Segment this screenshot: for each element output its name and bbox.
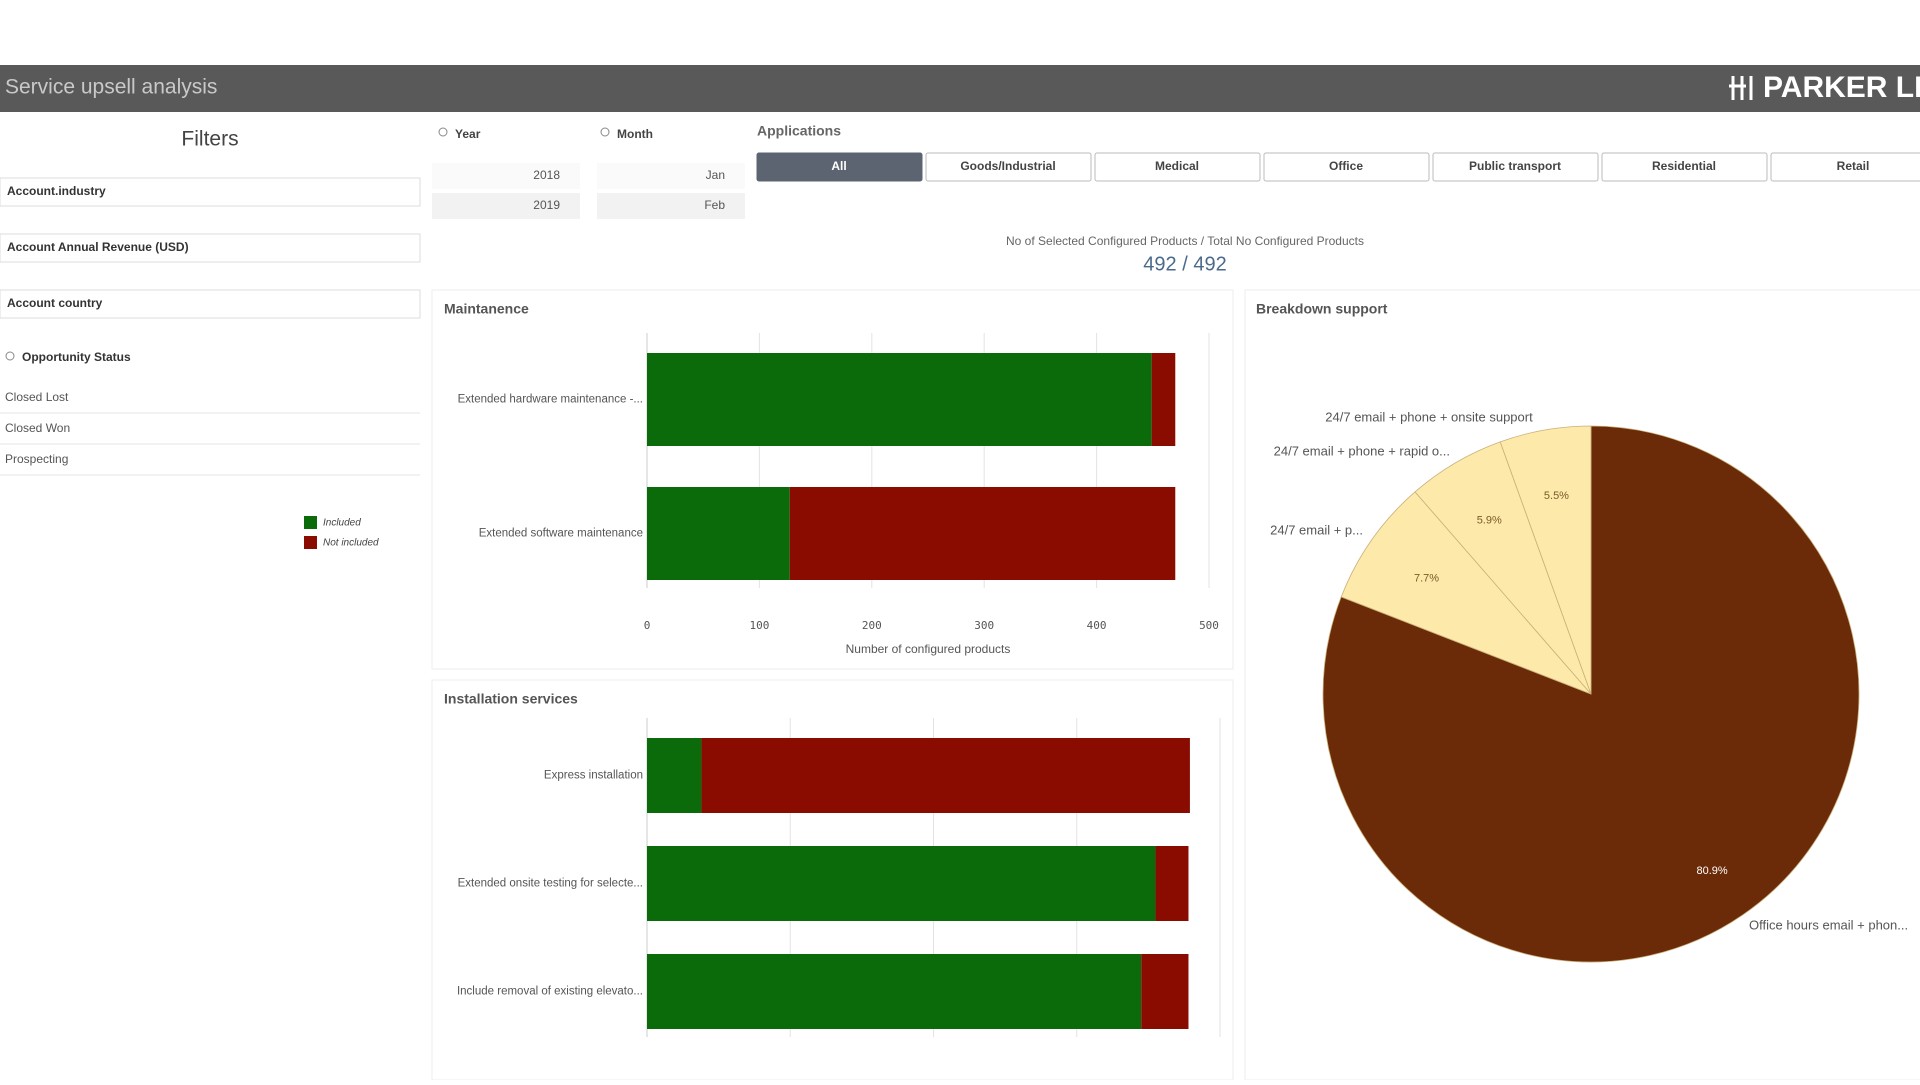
filter-field[interactable]: Account country bbox=[0, 289, 421, 319]
category-label: Extended software maintenance bbox=[479, 528, 643, 540]
application-button[interactable]: Public transport bbox=[1432, 152, 1599, 182]
month-item-box[interactable] bbox=[597, 193, 745, 219]
bar-segment bbox=[647, 353, 1152, 446]
slice-value-label: 5.5% bbox=[1544, 490, 1569, 502]
year-item: 2019 bbox=[533, 198, 560, 212]
search-icon bbox=[5, 351, 15, 361]
application-button[interactable]: Office bbox=[1263, 152, 1430, 182]
button-box bbox=[1094, 152, 1261, 182]
kpi-label: No of Selected Configured Products / Tot… bbox=[1006, 234, 1364, 248]
filter-box bbox=[0, 177, 421, 207]
button-box bbox=[1263, 152, 1430, 182]
button-box bbox=[925, 152, 1092, 182]
status-title: Opportunity Status bbox=[22, 350, 131, 364]
button-box bbox=[1770, 152, 1920, 182]
logo: PARKER LIFT bbox=[1763, 71, 1920, 104]
application-button[interactable]: Goods/Industrial bbox=[925, 152, 1092, 182]
chart-title: Installation services bbox=[444, 691, 578, 707]
button-box bbox=[756, 152, 923, 182]
filter-label: Account Annual Revenue (USD) bbox=[7, 240, 189, 254]
button-label: Retail bbox=[1837, 159, 1870, 173]
slice-value-label: 7.7% bbox=[1414, 572, 1439, 584]
applications-title: Applications bbox=[757, 123, 841, 139]
header-bar bbox=[0, 65, 1920, 112]
slice-value-label: 5.9% bbox=[1477, 515, 1502, 527]
button-label: All bbox=[831, 159, 846, 173]
filter-label: Account.industry bbox=[7, 184, 106, 198]
month-item-box[interactable] bbox=[597, 163, 745, 189]
x-tick-label: 300 bbox=[974, 619, 994, 632]
filter-label: Account country bbox=[7, 296, 103, 310]
pie-slice bbox=[1340, 491, 1592, 695]
year-title: Year bbox=[455, 127, 481, 141]
year-filter[interactable]: Year bbox=[438, 127, 481, 141]
panel bbox=[431, 289, 1234, 670]
button-box bbox=[1601, 152, 1768, 182]
bar-segment bbox=[1141, 954, 1189, 1029]
application-button[interactable]: All bbox=[756, 152, 923, 182]
button-label: Office bbox=[1329, 159, 1363, 173]
month-item: Feb bbox=[704, 198, 725, 212]
legend-swatch bbox=[304, 536, 317, 549]
filter-field[interactable]: Account Annual Revenue (USD) bbox=[0, 233, 421, 263]
bar-segment bbox=[1151, 353, 1176, 446]
year-item: 2018 bbox=[533, 168, 560, 182]
x-tick-label: 100 bbox=[749, 619, 769, 632]
bar-segment bbox=[647, 738, 702, 813]
year-item-box[interactable] bbox=[432, 163, 580, 189]
button-label: Public transport bbox=[1469, 159, 1561, 173]
slice-category-label: 24/7 email + phone + onsite support bbox=[1325, 409, 1533, 424]
application-button[interactable]: Residential bbox=[1601, 152, 1768, 182]
month-title: Month bbox=[617, 127, 653, 141]
filters-title: Filters bbox=[181, 128, 238, 151]
category-label: Express installation bbox=[544, 770, 643, 782]
slice-category-label: 24/7 email + p... bbox=[1270, 522, 1363, 537]
button-box bbox=[1432, 152, 1599, 182]
chart-title: Maintanence bbox=[444, 301, 529, 317]
month-item: Jan bbox=[706, 168, 725, 182]
legend-label: Not included bbox=[323, 538, 379, 549]
button-label: Medical bbox=[1155, 159, 1199, 173]
legend-swatch bbox=[304, 516, 317, 529]
status-item[interactable]: Closed Won bbox=[5, 421, 70, 435]
category-label: Extended hardware maintenance -... bbox=[458, 394, 643, 406]
x-tick-label: 400 bbox=[1087, 619, 1107, 632]
x-tick-label: 0 bbox=[644, 619, 651, 632]
app-title: Service upsell analysis bbox=[5, 76, 217, 99]
bar-segment bbox=[789, 487, 1176, 580]
filter-box bbox=[0, 233, 421, 263]
filter-box bbox=[0, 289, 421, 319]
chart-title: Breakdown support bbox=[1256, 301, 1388, 317]
slice-category-label: Office hours email + phon... bbox=[1749, 917, 1908, 932]
x-axis-title: Number of configured products bbox=[846, 642, 1011, 656]
year-item-box[interactable] bbox=[432, 193, 580, 219]
month-filter[interactable]: Month bbox=[600, 127, 653, 141]
application-button[interactable]: Medical bbox=[1094, 152, 1261, 182]
bar-segment bbox=[647, 954, 1142, 1029]
legend-label: Included bbox=[323, 518, 361, 529]
filter-field[interactable]: Account.industry bbox=[0, 177, 421, 207]
search-icon bbox=[600, 127, 610, 137]
button-label: Goods/Industrial bbox=[960, 159, 1055, 173]
kpi-value: 492 / 492 bbox=[1143, 253, 1226, 275]
status-item[interactable]: Closed Lost bbox=[5, 390, 69, 404]
status-item[interactable]: Prospecting bbox=[5, 452, 68, 466]
button-label: Residential bbox=[1652, 159, 1716, 173]
application-button[interactable]: Retail bbox=[1770, 152, 1920, 182]
bar-segment bbox=[1155, 846, 1189, 921]
bar-segment bbox=[647, 846, 1156, 921]
bar-segment bbox=[647, 487, 790, 580]
category-label: Include removal of existing elevato... bbox=[457, 986, 643, 998]
search-icon bbox=[438, 127, 448, 137]
x-tick-label: 200 bbox=[862, 619, 882, 632]
logo-icon bbox=[1729, 76, 1753, 100]
slice-value-label: 80.9% bbox=[1696, 865, 1727, 877]
slice-category-label: 24/7 email + phone + rapid o... bbox=[1274, 443, 1450, 458]
category-label: Extended onsite testing for selecte... bbox=[458, 878, 643, 890]
x-tick-label: 500 bbox=[1199, 619, 1219, 632]
bar-segment bbox=[701, 738, 1190, 813]
pie-slice bbox=[1499, 425, 1592, 695]
